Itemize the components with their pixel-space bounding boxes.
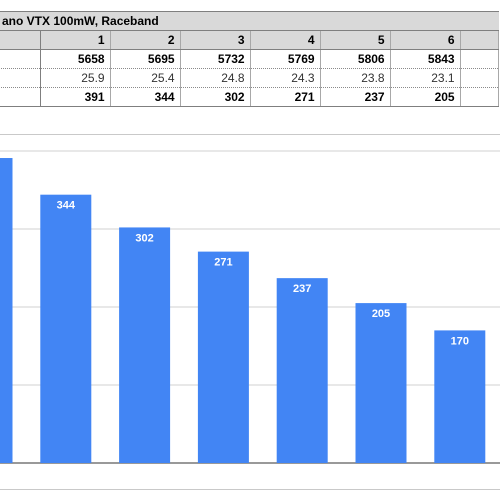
frequency-cell: 5658 [40, 49, 111, 69]
distance-cell: 302 [180, 87, 251, 107]
rssi-cell: 24.3 [250, 68, 321, 88]
rssi-row: 25.9 25.4 24.8 24.3 23.8 23.1 [0, 68, 500, 88]
frequency-cell: 5732 [180, 49, 251, 69]
channel-header: 1 [40, 30, 111, 50]
channel-header: 2 [110, 30, 181, 50]
bar-6 [355, 303, 407, 463]
distance-cell: 344 [110, 87, 181, 107]
channel-header: 4 [250, 30, 321, 50]
rssi-cell: 24.8 [180, 68, 251, 88]
frequency-row: 5658 5695 5732 5769 5806 5843 [0, 49, 500, 69]
frequency-cell: 5843 [390, 49, 461, 69]
rssi-cell: 25.4 [110, 68, 181, 88]
table-title-row: ano VTX 100mW, Raceband [0, 11, 499, 31]
channel-header: 6 [390, 30, 461, 50]
frequency-cell: 5695 [110, 49, 181, 69]
table-title: ano VTX 100mW, Raceband [0, 11, 499, 31]
row-label-cell [0, 68, 41, 88]
bar-2 [40, 194, 92, 463]
channel-header: 3 [180, 30, 251, 50]
channel-header: 5 [320, 30, 391, 50]
bar-value-label: 237 [293, 283, 311, 295]
bar-value-label: 344 [57, 200, 76, 212]
row-label-cell [0, 87, 41, 107]
row-label-cell [0, 49, 41, 69]
distance-cell: 271 [250, 87, 321, 107]
rssi-cell: 25.9 [40, 68, 111, 88]
empty-cell [460, 30, 500, 50]
empty-cell [460, 87, 500, 107]
bar-value-label: 205 [372, 308, 390, 320]
bar-3 [119, 227, 171, 463]
empty-cell [460, 49, 500, 69]
chart-bottom-divider [0, 489, 500, 490]
bar-7 [434, 330, 486, 463]
bar-value-label: 271 [214, 257, 232, 269]
header-corner-cell [0, 30, 41, 50]
distance-row: 391 344 302 271 237 205 [0, 87, 500, 107]
chart-top-divider [0, 134, 500, 135]
bar-chart: 344 302 271 237 205 170 [0, 150, 500, 464]
rssi-cell: 23.1 [390, 68, 461, 88]
distance-cell: 237 [320, 87, 391, 107]
bars [0, 158, 486, 463]
bar-value-label: 302 [135, 232, 153, 244]
bar-4 [197, 251, 249, 463]
frequency-cell: 5769 [250, 49, 321, 69]
bar-value-label: 170 [451, 335, 469, 347]
distance-cell: 205 [390, 87, 461, 107]
bar-5 [276, 278, 328, 463]
channel-header-row: 1 2 3 4 5 6 [0, 30, 500, 50]
rssi-cell: 23.8 [320, 68, 391, 88]
bar-1 [0, 158, 13, 463]
distance-cell: 391 [40, 87, 111, 107]
data-table: ano VTX 100mW, Raceband 1 2 3 4 5 6 5658… [0, 11, 500, 107]
bar-labels: 344 302 271 237 205 170 [57, 200, 469, 348]
empty-cell [460, 68, 500, 88]
frequency-cell: 5806 [320, 49, 391, 69]
